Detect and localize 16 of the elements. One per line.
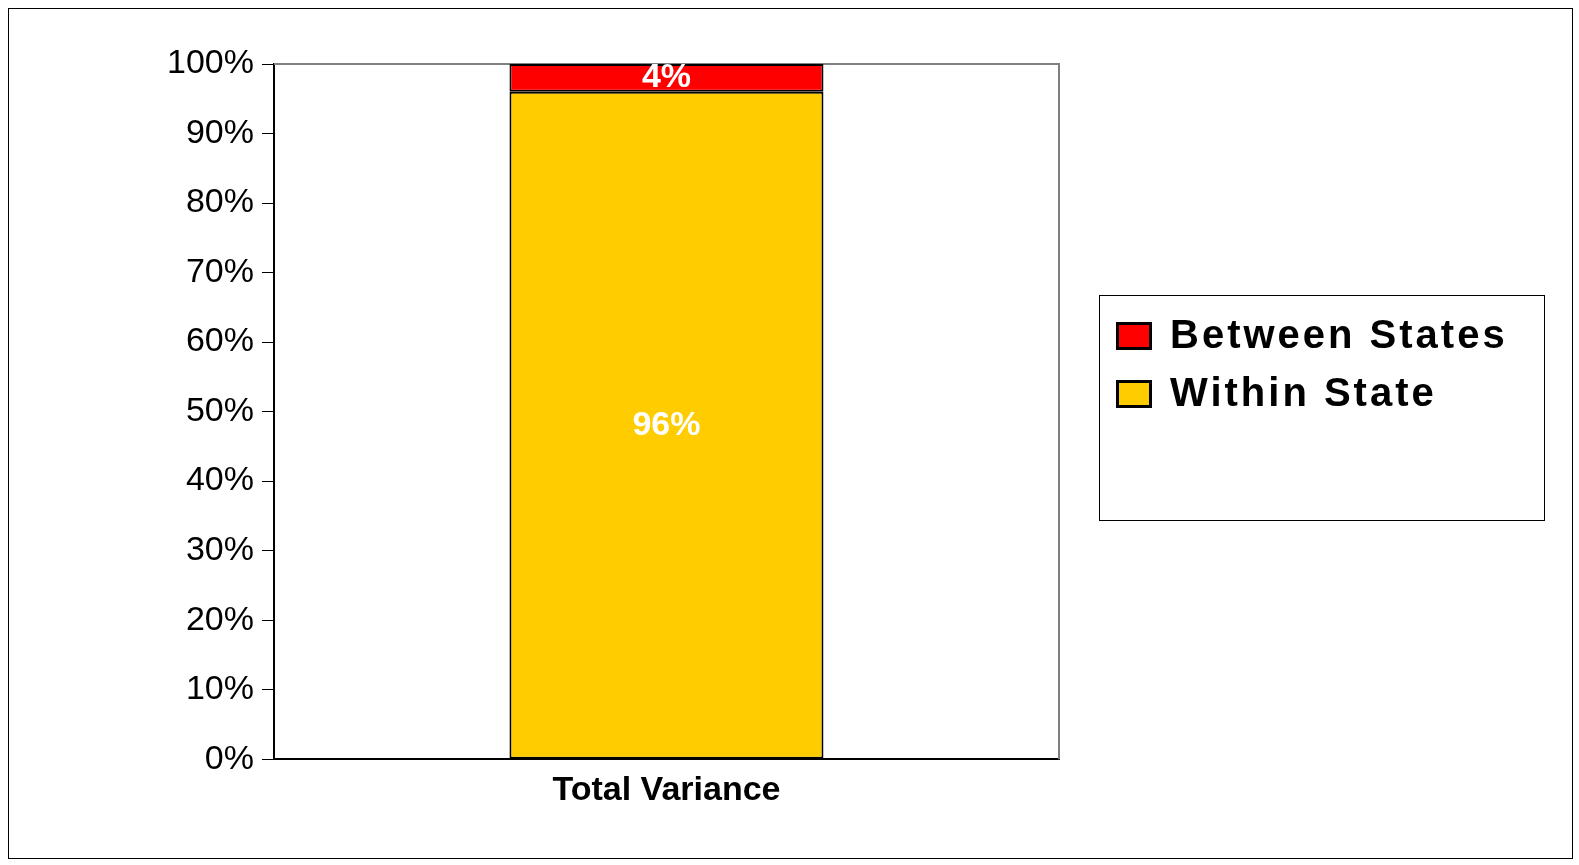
y-tick-label: 60% bbox=[185, 320, 254, 359]
legend-label: Between States bbox=[1170, 311, 1509, 358]
legend-label: Within State bbox=[1170, 369, 1438, 416]
data-label: 4% bbox=[641, 56, 692, 95]
y-tick-label: 0% bbox=[204, 737, 254, 776]
y-tick-label: 30% bbox=[185, 529, 254, 568]
y-tick-label: 80% bbox=[185, 181, 254, 220]
y-tick-label: 10% bbox=[185, 668, 254, 707]
y-tick-label: 90% bbox=[185, 111, 254, 150]
y-tick-label: 40% bbox=[185, 459, 254, 498]
y-tick-label: 100% bbox=[166, 42, 254, 81]
x-tick-label: Total Variance bbox=[552, 768, 781, 807]
data-label: 96% bbox=[632, 403, 701, 442]
y-tick-label: 70% bbox=[185, 250, 254, 289]
y-tick-label: 50% bbox=[185, 389, 254, 428]
y-tick-label: 20% bbox=[185, 598, 254, 637]
